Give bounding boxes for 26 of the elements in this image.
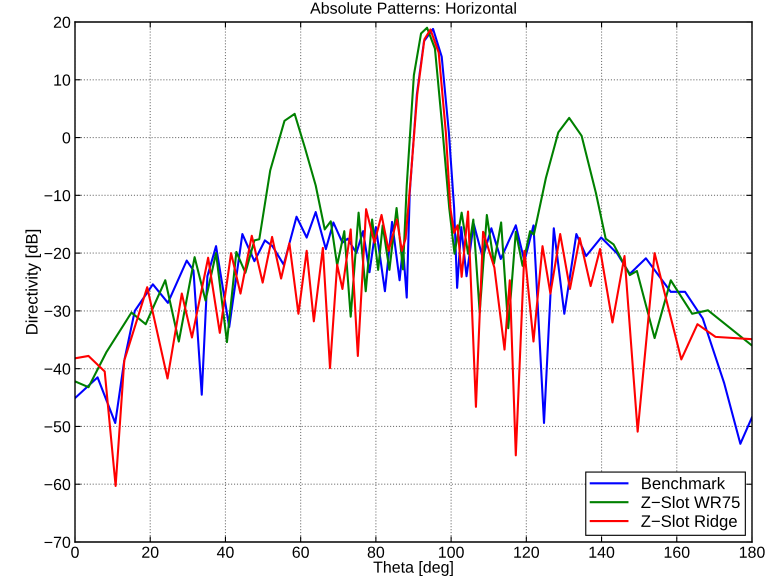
y-tick-label: −30 bbox=[44, 306, 70, 317]
x-tick-label: 60 bbox=[292, 546, 309, 558]
y-axis-title: Directivity [dB] bbox=[25, 230, 41, 334]
y-tick-label: −10 bbox=[44, 190, 70, 202]
legend-label: Benchmark bbox=[642, 477, 726, 490]
y-tick-label: 20 bbox=[54, 16, 70, 28]
x-tick-label: 100 bbox=[439, 546, 464, 558]
x-tick-label: 140 bbox=[589, 546, 614, 558]
legend-label: Z−Slot WR75 bbox=[641, 496, 740, 508]
y-tick-label: −60 bbox=[44, 478, 70, 490]
y-tick-label: −40 bbox=[44, 363, 70, 375]
x-tick-label: 120 bbox=[514, 546, 540, 558]
chart-title: Absolute Patterns: Horizontal bbox=[310, 2, 516, 14]
x-tick-label: 40 bbox=[216, 546, 234, 558]
y-tick-label: −20 bbox=[44, 248, 70, 260]
y-tick-label: −70 bbox=[44, 536, 70, 548]
y-tick-label: 10 bbox=[54, 74, 70, 86]
x-axis-title: Theta [deg] bbox=[373, 561, 453, 576]
legend-label: Z−Slot Ridge bbox=[641, 514, 737, 530]
y-tick-label: −50 bbox=[44, 421, 70, 432]
x-tick-label: 160 bbox=[664, 546, 690, 558]
x-tick-label: 0 bbox=[71, 546, 79, 558]
x-tick-label: 20 bbox=[142, 546, 158, 558]
y-tick-label: 0 bbox=[62, 132, 70, 144]
x-tick-label: 180 bbox=[740, 546, 765, 558]
x-tick-label: 80 bbox=[368, 546, 384, 558]
